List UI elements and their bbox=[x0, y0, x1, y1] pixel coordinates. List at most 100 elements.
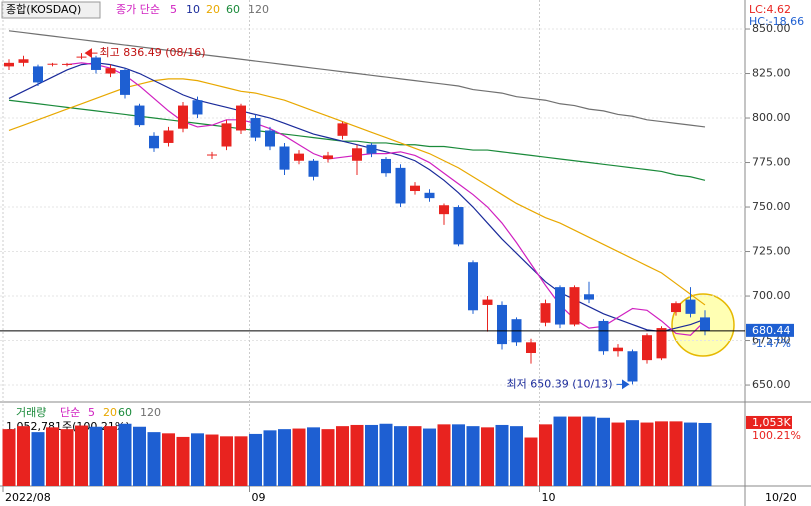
volume-bar bbox=[205, 434, 219, 486]
candle-body bbox=[62, 63, 72, 65]
candle-body bbox=[337, 123, 348, 136]
y-tick-label: 700.00 bbox=[752, 289, 791, 302]
volume-bar bbox=[350, 424, 364, 486]
y-tick-label: 725.00 bbox=[752, 245, 791, 258]
volume-bar bbox=[234, 436, 248, 486]
candle-body bbox=[366, 144, 377, 154]
volume-bar bbox=[379, 423, 393, 486]
volume-ma-legend: 20 bbox=[103, 406, 117, 419]
volume-bar bbox=[640, 422, 654, 486]
candle-body bbox=[584, 294, 594, 300]
volume-ma-legend: 60 bbox=[118, 406, 132, 419]
y-tick-label: 800.00 bbox=[752, 111, 791, 124]
y-tick-label: 850.00 bbox=[752, 22, 791, 35]
volume-bar bbox=[60, 429, 74, 486]
volume-bar bbox=[684, 422, 697, 486]
volume-bar bbox=[394, 426, 407, 486]
volume-bar bbox=[698, 422, 712, 486]
candle-body bbox=[439, 205, 449, 215]
candle-body bbox=[4, 62, 14, 67]
candle-body bbox=[352, 148, 362, 161]
candle-body bbox=[105, 68, 116, 74]
volume-bar bbox=[307, 427, 320, 486]
candle-body bbox=[33, 66, 43, 83]
volume-bar bbox=[249, 433, 262, 486]
candle-body bbox=[91, 57, 101, 70]
volume-bar bbox=[466, 426, 480, 486]
volume-last-box bbox=[746, 415, 792, 429]
volume-bar bbox=[75, 425, 88, 486]
volume-bar bbox=[118, 423, 132, 486]
candle-body bbox=[134, 105, 145, 126]
candle-body bbox=[250, 118, 261, 138]
volume-bar bbox=[336, 426, 349, 486]
candle-body bbox=[178, 105, 188, 129]
candle-body bbox=[192, 100, 203, 115]
volume-bar bbox=[524, 437, 538, 486]
ma-legend: 10 bbox=[186, 3, 200, 16]
candle-body bbox=[410, 185, 420, 192]
candle-body bbox=[381, 158, 391, 174]
x-tick-label: 10 bbox=[542, 491, 556, 504]
volume-bar bbox=[46, 427, 59, 486]
volume-ratio: 100.21% bbox=[752, 429, 801, 442]
volume-bar bbox=[568, 416, 581, 486]
volume-bar bbox=[423, 428, 436, 486]
candle-body bbox=[598, 320, 609, 352]
candle-body bbox=[221, 123, 232, 147]
volume-bar bbox=[321, 429, 335, 486]
last-date: 10/20 bbox=[765, 491, 797, 504]
candle-body bbox=[76, 56, 87, 58]
low-note: 최저 650.39 (10/13) bbox=[506, 377, 612, 390]
volume-ma-label: 단순 bbox=[60, 406, 80, 419]
x-tick-label: 09 bbox=[252, 491, 266, 504]
ma-line bbox=[8, 99, 706, 181]
title-box bbox=[1, 1, 101, 19]
volume-ma-legend: 120 bbox=[140, 406, 161, 419]
lc-label: LC:4.62 bbox=[749, 3, 791, 16]
volume-bar bbox=[263, 430, 277, 486]
candle-body bbox=[149, 135, 159, 149]
volume-bar bbox=[89, 426, 103, 486]
volume-bar bbox=[133, 426, 146, 486]
volume-bar bbox=[597, 417, 610, 486]
volume-bar bbox=[162, 433, 175, 486]
volume-bar bbox=[176, 436, 190, 486]
candle-body bbox=[47, 63, 58, 65]
volume-last-label: 1,053K bbox=[752, 416, 791, 429]
hc-label: HC:-18.66 bbox=[749, 15, 804, 28]
chart-title: 종합(KOSDAQ) bbox=[6, 3, 81, 16]
volume-bar bbox=[553, 416, 567, 486]
x-tick-label: 2022/08 bbox=[5, 491, 51, 504]
candle-body bbox=[308, 160, 319, 177]
candle-body bbox=[236, 105, 246, 131]
volume-bar bbox=[481, 427, 494, 486]
high-arrow bbox=[84, 48, 98, 59]
candle-body bbox=[540, 303, 551, 323]
volume-bar bbox=[31, 432, 45, 486]
candle-body bbox=[453, 207, 464, 245]
change-label: -1.47% bbox=[752, 337, 791, 350]
volume-bar bbox=[365, 424, 378, 486]
candle-body bbox=[642, 335, 652, 361]
candle-body bbox=[468, 262, 478, 311]
ma-legend: 5 bbox=[170, 3, 177, 16]
candle-body bbox=[613, 347, 623, 352]
volume-bar bbox=[495, 424, 509, 486]
volume-bar bbox=[437, 424, 451, 486]
candle-body bbox=[265, 130, 275, 147]
candle-body bbox=[555, 287, 565, 325]
volume-bar bbox=[582, 416, 596, 486]
volume-bar bbox=[539, 424, 552, 486]
candle-body bbox=[497, 304, 507, 345]
candle-body bbox=[627, 351, 638, 382]
volume-bar bbox=[510, 426, 523, 486]
volume-bar bbox=[655, 421, 668, 486]
y-tick-label: 750.00 bbox=[752, 200, 791, 213]
candle-body bbox=[685, 299, 696, 314]
volume-ma-legend: 5 bbox=[88, 406, 95, 419]
low-arrow bbox=[616, 379, 630, 390]
candle-body bbox=[120, 69, 130, 95]
volume-bar bbox=[147, 432, 161, 486]
